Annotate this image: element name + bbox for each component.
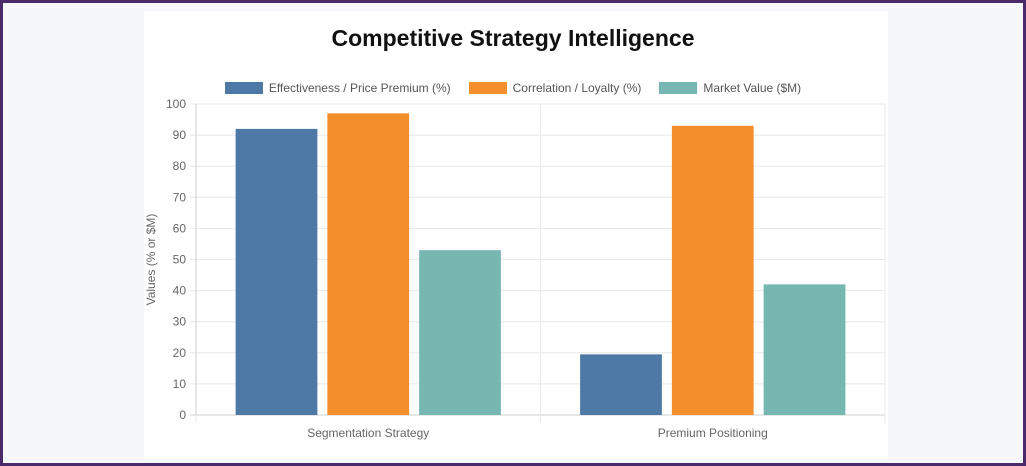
bar bbox=[327, 113, 410, 415]
y-tick-label: 10 bbox=[173, 377, 187, 391]
bar bbox=[235, 128, 318, 415]
legend-item-2[interactable]: Correlation / Loyalty (%) bbox=[468, 81, 642, 95]
y-tick-label: 50 bbox=[173, 253, 187, 267]
legend-swatch bbox=[468, 82, 507, 94]
legend-item-3[interactable]: Market Value ($M) bbox=[659, 81, 801, 95]
chart-title: Competitive Strategy Intelligence bbox=[331, 25, 695, 51]
y-tick-label: 0 bbox=[179, 408, 186, 422]
chart-legend: Effectiveness / Price Premium (%) Correla… bbox=[3, 81, 1023, 95]
y-tick-label: 30 bbox=[173, 315, 187, 329]
legend-swatch bbox=[659, 82, 698, 94]
y-tick-label: 100 bbox=[166, 97, 186, 111]
bar bbox=[419, 250, 501, 415]
legend-swatch bbox=[224, 82, 263, 94]
y-tick-label: 90 bbox=[173, 128, 187, 142]
bar bbox=[763, 284, 846, 415]
x-tick-label: Segmentation Strategy bbox=[307, 426, 429, 440]
legend-item-1[interactable]: Effectiveness / Price Premium (%) bbox=[224, 81, 451, 95]
y-tick-label: 20 bbox=[173, 346, 187, 360]
legend-label: Correlation / Loyalty (%) bbox=[512, 81, 642, 95]
y-tick-label: 80 bbox=[173, 159, 187, 173]
x-tick-label: Premium Positioning bbox=[658, 426, 768, 440]
y-tick-label: 60 bbox=[173, 221, 187, 235]
bar bbox=[671, 125, 754, 416]
y-axis-title: Values (% or $M) bbox=[144, 214, 158, 306]
y-tick-label: 70 bbox=[173, 190, 187, 204]
bar bbox=[580, 354, 662, 415]
bar-chart: 0 10 20 30 40 50 60 70 80 90 100 Segmentation Strat… bbox=[144, 97, 886, 440]
y-tick-label: 40 bbox=[173, 284, 187, 298]
legend-label: Market Value ($M) bbox=[703, 81, 802, 95]
legend-label: Effectiveness / Price Premium (%) bbox=[268, 81, 451, 95]
